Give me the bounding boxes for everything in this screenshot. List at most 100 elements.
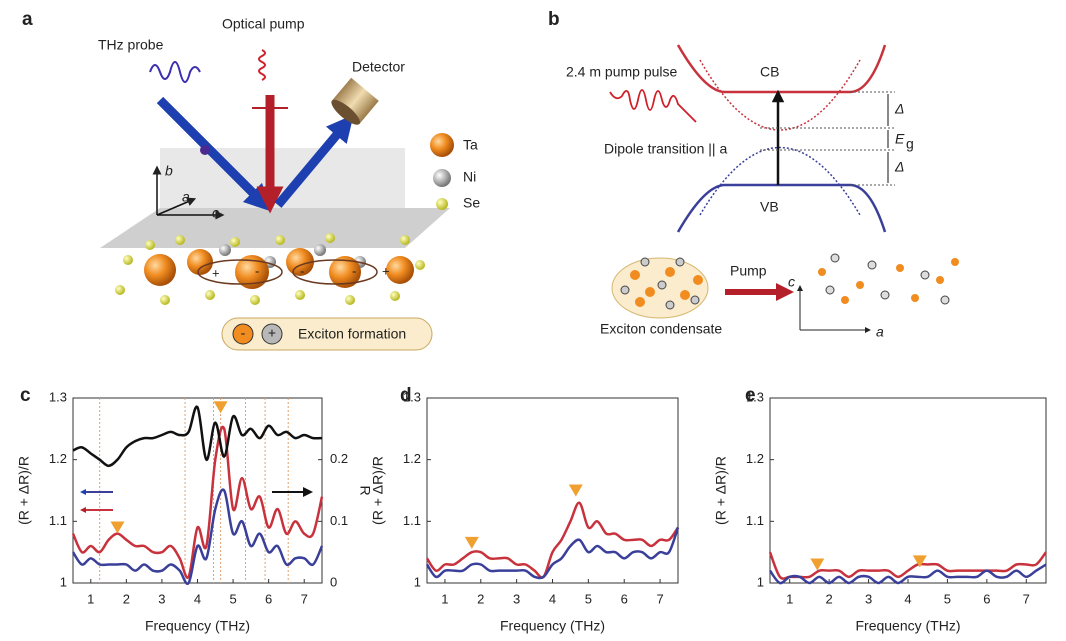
- x-tick-label: 3: [865, 591, 872, 606]
- cb-band-bare: [699, 59, 861, 131]
- charge: -: [255, 263, 259, 278]
- x-tick-label: 4: [194, 591, 201, 606]
- charge: +: [382, 263, 390, 278]
- x-axis-label: Frequency (THz): [145, 618, 250, 634]
- panel-label: b: [548, 9, 560, 30]
- plot-frame: [72, 397, 323, 584]
- detector-icon: [331, 77, 379, 125]
- label: THz probe: [98, 37, 164, 53]
- plane: [100, 208, 450, 248]
- peak-marker: [110, 521, 125, 534]
- polarization: [200, 145, 210, 155]
- gap-label: E: [895, 131, 905, 147]
- label: Pump: [730, 263, 767, 279]
- vb-band: [676, 183, 887, 233]
- gap-label: g: [906, 136, 914, 152]
- label: Dipole transition || a: [604, 141, 727, 157]
- y-tick-label: 1.2: [49, 451, 67, 466]
- peak-marker: [568, 484, 583, 497]
- label: Exciton formation: [298, 326, 406, 342]
- legend-swatch: [430, 133, 454, 157]
- axis: [156, 197, 197, 216]
- x-tick-label: 2: [826, 591, 833, 606]
- label: Detector: [352, 59, 405, 75]
- x-tick-label: 4: [904, 591, 911, 606]
- series-line: [768, 551, 1048, 580]
- axis-label: c: [788, 274, 795, 290]
- y-tick-label: 1.2: [403, 451, 421, 466]
- charge: +: [212, 265, 220, 280]
- label: 2.4 m pump pulse: [566, 64, 677, 80]
- y-axis-label: (R + ΔR)/R: [713, 456, 729, 525]
- lattice: [115, 233, 425, 305]
- charge: +: [268, 325, 276, 341]
- y-tick-label: 1.3: [403, 389, 421, 404]
- electron: [232, 323, 254, 345]
- panel-label: d: [400, 385, 412, 406]
- x-tick-label: 1: [786, 591, 793, 606]
- legend-label: Ta: [463, 137, 478, 153]
- y-tick-label: 1.1: [49, 513, 67, 528]
- y-tick-label: 1: [757, 574, 764, 589]
- x-tick-label: 1: [441, 591, 448, 606]
- series-line: [72, 405, 323, 468]
- thz-pulse: [149, 61, 201, 83]
- y-tick-label: 1.3: [746, 389, 764, 404]
- legend-swatch: [433, 169, 451, 187]
- axis-label: a: [182, 189, 190, 205]
- x-tick-label: 5: [585, 591, 592, 606]
- y-tick-label: 1.1: [403, 513, 421, 528]
- label: Exciton condensate: [600, 321, 722, 337]
- series-line: [71, 488, 324, 586]
- panel-b: b Δ E g Δ CB VB 2.4 m pump pulse Dipole …: [548, 9, 959, 340]
- condensate: [611, 257, 709, 319]
- gap-label: Δ: [894, 101, 904, 117]
- charge: -: [300, 263, 304, 278]
- series-line: [71, 425, 324, 579]
- x-tick-label: 6: [983, 591, 990, 606]
- y-axis-label: (R + ΔR)/R: [16, 456, 32, 525]
- x-tick-label: 6: [265, 591, 272, 606]
- vb-band-bare: [699, 146, 861, 216]
- x-tick-label: 6: [621, 591, 628, 606]
- axis-label: c: [212, 205, 219, 221]
- x-tick-label: 2: [123, 591, 130, 606]
- y-tick-label: 1: [414, 574, 421, 589]
- peak-marker: [912, 555, 927, 568]
- y2-tick-label: 0.2: [330, 451, 348, 466]
- gap-label: Δ: [894, 159, 904, 175]
- x-axis-label: Frequency (THz): [500, 618, 605, 634]
- label: Optical pump: [222, 16, 305, 32]
- peak-marker: [464, 536, 479, 549]
- band-label: VB: [760, 199, 779, 215]
- pump-pulse: [258, 49, 266, 81]
- y-tick-label: 1.1: [746, 513, 764, 528]
- legend-label: Ni: [463, 169, 476, 185]
- hole: [261, 323, 283, 345]
- charge: -: [352, 263, 356, 278]
- y-axis-label: (R + ΔR)/R: [370, 456, 386, 525]
- x-tick-label: 4: [549, 591, 556, 606]
- y-tick-label: 1.2: [746, 451, 764, 466]
- y-tick-label: 1.3: [49, 389, 67, 404]
- x-tick-label: 1: [87, 591, 94, 606]
- x-tick-label: 7: [301, 591, 308, 606]
- y2-tick-label: 0.1: [330, 513, 348, 528]
- legend-swatch: [436, 198, 448, 210]
- probe-beam: [156, 96, 272, 212]
- cb-band: [676, 44, 887, 94]
- band-label: CB: [760, 64, 779, 80]
- panel-label: a: [22, 9, 33, 30]
- y2-axis-label: R: [357, 485, 373, 495]
- x-tick-label: 2: [477, 591, 484, 606]
- x-tick-label: 7: [1023, 591, 1030, 606]
- series-line: [425, 527, 680, 580]
- y-tick-label: 1: [60, 574, 67, 589]
- panel-label: c: [20, 385, 31, 406]
- y2-tick-label: 0: [330, 574, 337, 589]
- plot-frame: [769, 397, 1047, 584]
- dissociated: [818, 253, 959, 305]
- axis-label: b: [165, 163, 173, 179]
- x-tick-label: 5: [229, 591, 236, 606]
- series-line: [768, 563, 1047, 585]
